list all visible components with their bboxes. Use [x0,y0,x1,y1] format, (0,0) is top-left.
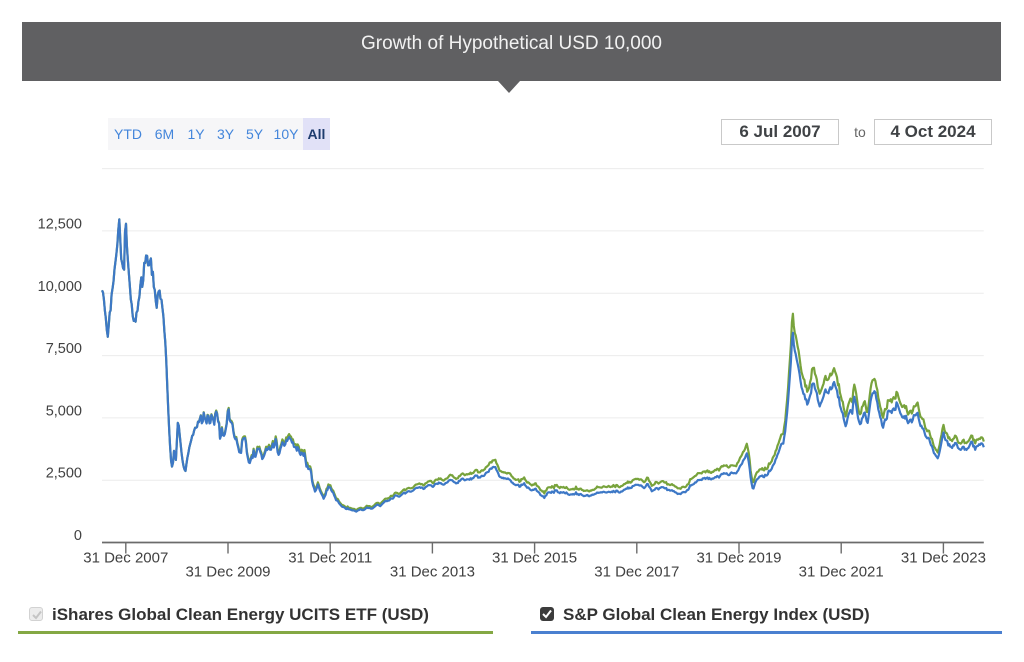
svg-text:5,000: 5,000 [46,403,82,419]
svg-text:7,500: 7,500 [46,341,82,357]
svg-text:31 Dec 2015: 31 Dec 2015 [492,550,577,567]
svg-text:10,000: 10,000 [38,279,82,295]
svg-text:31 Dec 2021: 31 Dec 2021 [799,564,884,581]
svg-text:2,500: 2,500 [46,466,82,482]
svg-text:31 Dec 2017: 31 Dec 2017 [594,564,679,581]
svg-text:0: 0 [74,528,82,544]
svg-text:31 Dec 2019: 31 Dec 2019 [696,550,781,567]
svg-text:31 Dec 2013: 31 Dec 2013 [390,564,475,581]
svg-text:31 Dec 2009: 31 Dec 2009 [185,564,270,581]
svg-text:31 Dec 2023: 31 Dec 2023 [901,550,986,567]
svg-text:31 Dec 2011: 31 Dec 2011 [288,550,372,567]
svg-text:12,500: 12,500 [38,216,82,232]
svg-text:31 Dec 2007: 31 Dec 2007 [83,550,168,567]
